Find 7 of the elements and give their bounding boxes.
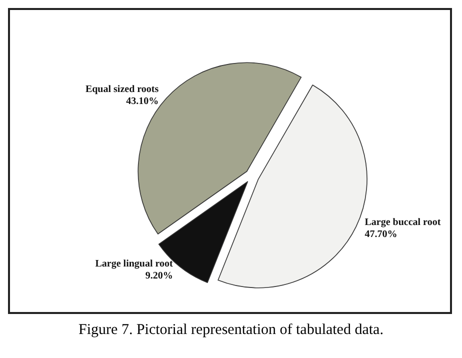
data-label: 43.10% xyxy=(126,96,159,107)
slice-label: Large lingual root xyxy=(95,258,174,270)
slice-label: Large buccal root xyxy=(364,216,442,228)
data-label: 47.70% xyxy=(364,228,398,240)
data-label: 9.20% xyxy=(145,270,173,282)
slice-label: Equal sized roots xyxy=(85,84,159,95)
caption: Figure 7. Pictorial representation of tabulated data. xyxy=(78,322,384,339)
